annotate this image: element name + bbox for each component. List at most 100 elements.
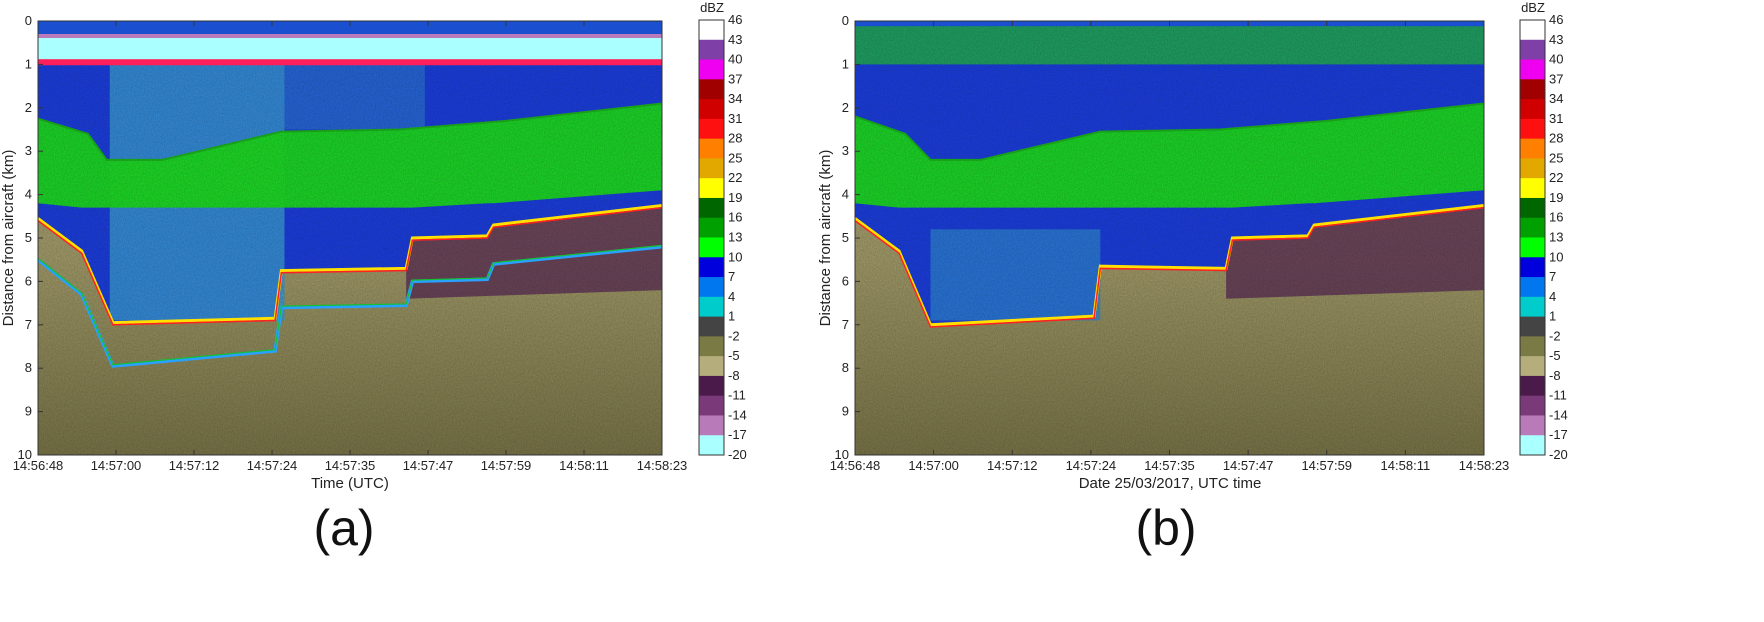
colorbar-segment [699,118,724,140]
colorbar-tick-label: -8 [728,368,740,383]
colorbar-segment [1520,178,1545,199]
colorbar-segment [1520,118,1545,140]
y-tick-label: 5 [842,230,849,245]
colorbar-tick-label: -14 [1549,407,1568,422]
colorbar-segment [699,178,724,199]
colorbar-tick-label: 34 [1549,91,1563,106]
colorbar-tick-label: 34 [728,91,742,106]
colorbar-segment [699,277,724,298]
colorbar-tick-label: -17 [1549,427,1568,442]
layer-top-line [855,102,1484,161]
colorbar-segment [699,296,724,318]
colorbar-tick-label: 1 [728,309,735,324]
x-tick-label: 14:57:00 [91,458,142,473]
colorbar-ticks-a: 46 43 40 37 34 31 28 25 22 19 16 13 10 7 4 1 -2 -5 -8 -11 -1… [728,12,747,462]
colorbar-segment [699,59,724,80]
y-tick-label: 1 [842,56,849,71]
colorbar-frame [698,19,725,456]
colorbar-tick-label: 19 [728,190,742,205]
x-tick-label: 14:57:47 [403,458,454,473]
y-tick-label: 6 [842,273,849,288]
colorbar-segment [699,158,724,179]
colorbar-segment [699,20,724,41]
colorbar-segment [1520,20,1545,41]
colorbar-segment [1520,158,1545,179]
colorbar-segment [1520,277,1545,298]
colorbar-tick-label: 4 [728,289,735,304]
colorbar-segment [1520,435,1545,456]
y-tick-label: 10 [18,447,32,462]
y-tick-label: 2 [25,100,32,115]
colorbar-tick-label: 28 [728,131,742,146]
colorbar-segment [699,237,724,258]
colorbar-tick-label: -5 [728,348,740,363]
colorbar-tick-label: 37 [728,71,742,86]
colorbar-tick-label: 43 [728,32,742,47]
colorbar-b: dBZ 46 43 40 37 34 31 28 25 22 19 16 13 10 7 4 1 -2 -5 -8 -… [1519,0,1568,462]
colorbar-tick-label: 22 [728,170,742,185]
colorbar-tick-label: -8 [1549,368,1561,383]
y-tick-labels-a: 0 1 2 3 4 5 6 7 8 9 10 [18,13,43,462]
colorbar-tick-label: -2 [728,328,740,343]
colorbar-label-b: dBZ [1521,0,1545,15]
colorbar-segment [1520,375,1545,397]
colorbar-segment [699,336,724,357]
colorbar-segment [1520,336,1545,357]
colorbar-segment [699,375,724,397]
y-tick-label: 0 [25,13,32,28]
y-tick-label: 8 [842,360,849,375]
y-axis-label-a: Distance from aircraft (km) [0,150,17,327]
colorbar-segment [1520,296,1545,318]
x-tick-label: 14:57:12 [169,458,220,473]
colorbar-segment [1520,138,1545,159]
x-axis-label-b: Date 25/03/2017, UTC time [1079,475,1262,492]
colorbar-tick-label: 16 [728,210,742,225]
colorbar-segment [1520,316,1545,337]
y-tick-label: 4 [842,187,849,202]
colorbar-tick-label: 10 [728,249,742,264]
x-tick-label: 14:57:47 [1223,458,1274,473]
colorbar-segment [699,435,724,456]
panel-label-b: (b) [1135,500,1196,556]
y-tick-label: 10 [835,447,849,462]
colorbar-segment [699,197,724,219]
panel-label-a: (a) [313,500,374,556]
heatmap-a [38,21,662,455]
x-tick-labels-a: 14:56:48 14:57:00 14:57:12 14:57:24 14:57:35… [13,21,687,473]
colorbar-segment [1520,217,1545,238]
colorbar-tick-label: 31 [728,111,742,126]
surface-echo-core [38,206,662,326]
colorbar-segment [1520,197,1545,219]
colorbar-segment [699,99,724,120]
colorbar-segment [1520,59,1545,80]
colorbar-segment [699,415,724,436]
y-tick-label: 7 [842,317,849,332]
colorbar-segment [1520,415,1545,436]
colorbar-tick-label: -17 [728,427,747,442]
second-trip-echo-core [38,244,662,366]
colorbar-tick-label: 25 [728,150,742,165]
colorbar-tick-label: 7 [1549,269,1556,284]
x-tick-label: 14:57:00 [908,458,959,473]
colorbar-segment [1520,99,1545,120]
colorbar-tick-label: 13 [728,230,742,245]
colorbar-tick-label: 10 [1549,249,1563,264]
colorbar-tick-label: -11 [728,388,746,403]
colorbar-a: dBZ 46 43 40 37 34 31 28 25 22 19 16 13 10 7 4 1 -2 -5 -8 -… [698,0,747,462]
x-tick-label: 14:56:48 [13,458,64,473]
colorbar-tick-label: 28 [1549,131,1563,146]
colorbar-tick-label: -2 [1549,328,1561,343]
x-tick-label: 14:58:23 [1459,458,1510,473]
colorbar-segment [699,395,724,416]
colorbar-tick-label: 31 [1549,111,1563,126]
colorbar-tick-label: 16 [1549,210,1563,225]
colorbar-tick-label: 4 [1549,289,1556,304]
colorbar-tick-label: 19 [1549,190,1563,205]
noise-texture [855,21,1484,455]
x-tick-label: 14:57:59 [481,458,532,473]
x-tick-labels-b: 14:56:48 14:57:00 14:57:12 14:57:24 14:57:35… [830,21,1510,473]
colorbar-segment [699,138,724,159]
saturation-band [38,59,662,66]
colorbar-segment [1520,237,1545,258]
